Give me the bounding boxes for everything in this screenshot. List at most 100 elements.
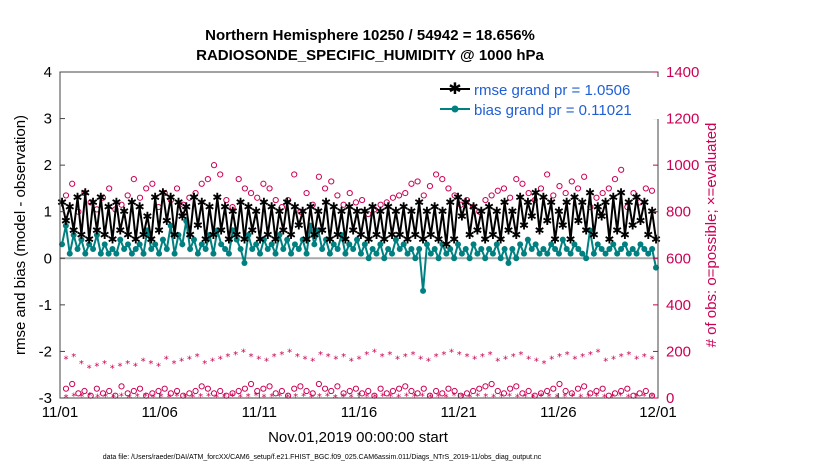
possible-count-marker xyxy=(642,387,649,395)
rmse-point: ✱ xyxy=(267,200,277,214)
rmse-point: ✱ xyxy=(593,200,603,214)
possible-count-marker xyxy=(346,387,353,395)
bias-point xyxy=(427,250,434,257)
rmse-point: ✱ xyxy=(457,209,467,223)
possible-count-marker xyxy=(81,387,88,395)
rmse-point: ✱ xyxy=(204,200,214,214)
rmse-point: ✱ xyxy=(519,219,529,233)
bias-point xyxy=(478,245,485,252)
bias-point xyxy=(257,250,263,257)
possible-count-marker xyxy=(562,189,569,197)
possible-count-marker xyxy=(488,192,495,199)
evaluated-count-marker: * xyxy=(557,352,562,363)
rmse-point: ✱ xyxy=(395,228,405,242)
possible-count-marker xyxy=(636,390,643,397)
possible-count-marker xyxy=(482,383,489,390)
bias-point xyxy=(439,241,446,248)
possible-count-marker xyxy=(630,189,637,197)
rmse-point: ✱ xyxy=(476,205,486,219)
possible-count-marker xyxy=(75,390,82,397)
possible-count-marker xyxy=(389,194,397,201)
evaluated-count-marker: * xyxy=(452,391,457,402)
evaluated-count-marker: * xyxy=(174,392,179,403)
possible-count-marker xyxy=(624,385,631,392)
evaluated-count-marker: * xyxy=(79,359,84,370)
possible-count-marker xyxy=(260,385,267,392)
evaluated-count-marker: * xyxy=(626,350,631,361)
left-tick-label: 1 xyxy=(44,204,52,221)
possible-count-marker xyxy=(593,194,600,201)
rmse-point: ✱ xyxy=(127,195,137,209)
possible-count-marker xyxy=(377,201,384,208)
x-tick-label: 11/26 xyxy=(540,404,576,421)
rmse-point: ✱ xyxy=(119,205,129,219)
possible-count-marker xyxy=(149,180,156,187)
possible-count-marker xyxy=(420,385,427,392)
evaluated-count-marker: * xyxy=(418,354,423,365)
legend-bias-label: bias grand pr = 0.11021 xyxy=(474,102,632,119)
bias-point xyxy=(536,250,543,257)
possible-count-marker xyxy=(278,203,285,211)
possible-count-marker xyxy=(500,390,508,397)
possible-count-marker xyxy=(106,387,113,395)
rmse-point: ✱ xyxy=(208,228,218,242)
possible-count-marker xyxy=(161,385,168,392)
evaluated-count-marker: * xyxy=(110,364,115,375)
rmse-point: ✱ xyxy=(632,191,642,205)
rmse-point: ✱ xyxy=(150,191,160,205)
evaluated-count-marker: * xyxy=(364,350,369,361)
evaluated-count-marker: * xyxy=(206,391,211,402)
rmse-point: ✱ xyxy=(173,195,183,209)
rmse-point: ✱ xyxy=(375,205,385,219)
bias-point xyxy=(594,241,601,248)
bias-point xyxy=(202,245,209,252)
bias-point xyxy=(377,241,384,248)
evaluated-count-marker: * xyxy=(388,392,393,403)
bias-point xyxy=(466,255,473,262)
rmse-point: ✱ xyxy=(527,209,537,223)
right-tick-label: 200 xyxy=(666,343,691,360)
bias-point xyxy=(179,241,186,248)
bias-point xyxy=(462,245,469,252)
evaluated-count-marker: * xyxy=(71,352,76,363)
bias-series xyxy=(59,218,659,294)
rmse-point: ✱ xyxy=(84,233,94,247)
rmse-point: ✱ xyxy=(131,233,141,247)
possible-count-marker xyxy=(426,183,434,190)
possible-count-marker xyxy=(69,380,76,388)
possible-count-marker xyxy=(383,199,390,206)
bias-point xyxy=(268,241,275,248)
possible-count-marker xyxy=(99,390,107,397)
rmse-point: ✱ xyxy=(298,205,308,219)
bias-point xyxy=(117,236,124,243)
bias-point xyxy=(222,245,229,252)
rmse-point: ✱ xyxy=(325,233,335,247)
rmse-point: ✱ xyxy=(166,191,176,205)
x-axis-ticks: 11/01 11/06 11/11 11/16 11/21 11/26 12/01 xyxy=(42,393,677,421)
evaluated-count-marker: * xyxy=(293,392,298,403)
bias-point xyxy=(493,241,500,248)
rmse-point: ✱ xyxy=(546,195,556,209)
rmse-point: ✱ xyxy=(224,233,234,247)
possible-count-marker xyxy=(315,380,323,388)
evaluated-count-marker: * xyxy=(254,391,259,402)
rmse-point: ✱ xyxy=(581,223,591,237)
possible-count-marker xyxy=(198,383,205,390)
rmse-point: ✱ xyxy=(96,191,106,205)
rmse-point: ✱ xyxy=(356,228,366,242)
rmse-point: ✱ xyxy=(379,233,389,247)
right-tick-label: 400 xyxy=(666,297,691,314)
possible-count-marker xyxy=(611,390,619,397)
bias-point xyxy=(342,250,349,257)
rmse-point: ✱ xyxy=(558,219,568,233)
evaluated-count-marker: * xyxy=(333,354,338,365)
rmse-point: ✱ xyxy=(371,228,381,242)
bias-point xyxy=(567,250,574,257)
bias-point xyxy=(319,245,326,252)
rmse-point: ✱ xyxy=(589,228,599,242)
bias-point xyxy=(610,241,617,248)
rmse-point: ✱ xyxy=(437,205,447,219)
right-tick-label: 1400 xyxy=(666,64,699,81)
rmse-point: ✱ xyxy=(138,228,148,242)
